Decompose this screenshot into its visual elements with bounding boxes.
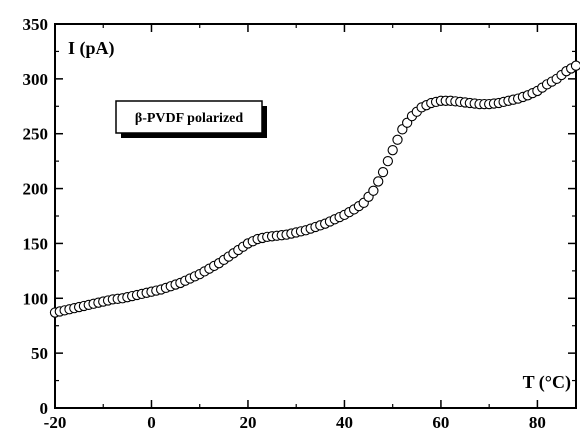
data-points — [49, 60, 580, 318]
y-tick-label: 50 — [31, 344, 48, 363]
x-tick-label: 80 — [529, 413, 546, 432]
y-tick-label: 100 — [23, 289, 49, 308]
y-tick-label: 300 — [23, 70, 49, 89]
x-tick-label: -20 — [44, 413, 67, 432]
y-tick-label: 150 — [23, 234, 49, 253]
y-axis-title: I (pA) — [68, 38, 115, 59]
data-point — [377, 166, 389, 178]
y-tick-label: 250 — [23, 125, 49, 144]
axis-ticks — [54, 23, 576, 409]
x-tick-label: 0 — [147, 413, 156, 432]
y-tick-label: 350 — [23, 15, 49, 34]
x-tick-label: 60 — [432, 413, 449, 432]
x-tick-label: 40 — [336, 413, 353, 432]
y-tick-label: 0 — [40, 399, 49, 418]
legend-box — [115, 100, 263, 134]
plot-frame — [54, 23, 577, 409]
x-axis-title: T (°C) — [523, 372, 571, 393]
data-point — [373, 176, 384, 187]
y-tick-label: 200 — [23, 180, 49, 199]
legend: β-PVDF polarized — [115, 100, 267, 138]
x-tick-label: 20 — [239, 413, 256, 432]
data-point — [392, 134, 403, 145]
legend-label: β-PVDF polarized — [135, 111, 244, 126]
data-point — [570, 60, 580, 71]
data-point — [382, 155, 394, 167]
data-point — [387, 145, 398, 156]
data-point — [368, 185, 379, 196]
